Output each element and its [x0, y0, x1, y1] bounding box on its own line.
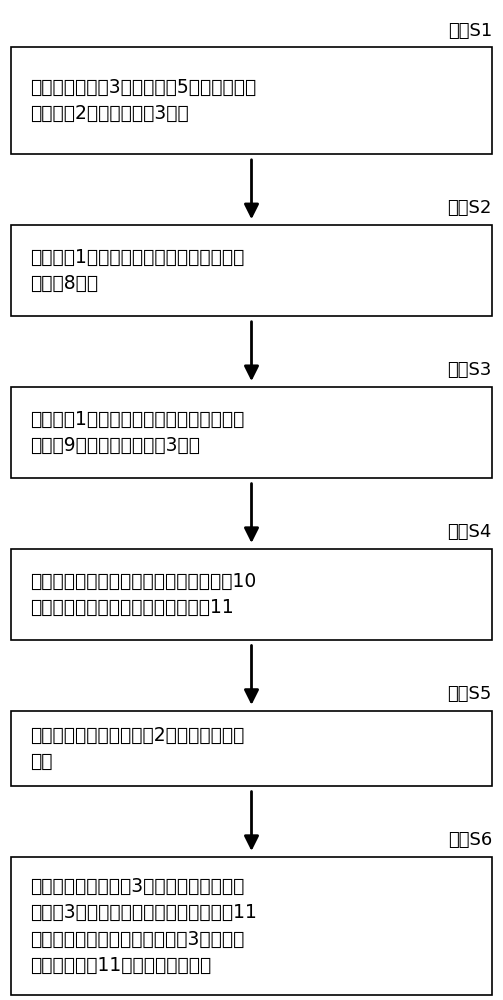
Text: 调节所述可调电容箱3的电容，使所述可调
电容箱3的电容的电压值与所述被测线圈11
的电压值相等，此时所述电容箱3的电容与
所述被测线圈11纵向等效电容相等: 调节所述可调电容箱3的电容，使所述可调 电容箱3的电容的电压值与所述被测线圈11…: [30, 877, 257, 975]
Text: 步骤S5: 步骤S5: [448, 685, 492, 703]
Bar: [11, 225, 492, 316]
Bar: [11, 711, 492, 786]
Bar: [11, 47, 492, 154]
Text: 步骤S6: 步骤S6: [448, 831, 492, 849]
Text: 将可调节电容箱3归零，箱体5接地，脉冲信
号发生器2与可调电容箱3连接: 将可调节电容箱3归零，箱体5接地，脉冲信 号发生器2与可调电容箱3连接: [30, 78, 257, 123]
Bar: [11, 549, 492, 640]
Text: 步骤S2: 步骤S2: [448, 199, 492, 217]
Text: 步骤S4: 步骤S4: [448, 523, 492, 541]
Text: 调节所述脉冲信号发生器2，调节输出一定
波形: 调节所述脉冲信号发生器2，调节输出一定 波形: [30, 725, 244, 771]
Text: 将测量线的一端连接脉冲信号输出接线柱10
，所述测量线的另一端连接被测线圈11: 将测量线的一端连接脉冲信号输出接线柱10 ，所述测量线的另一端连接被测线圈11: [30, 571, 257, 617]
Bar: [11, 387, 492, 478]
Text: 步骤S3: 步骤S3: [448, 361, 492, 379]
Text: 将示波器1的第二通道通过电容箱电压测量
接线柱9与所述可调电容箱3连接: 将示波器1的第二通道通过电容箱电压测量 接线柱9与所述可调电容箱3连接: [30, 410, 244, 455]
Text: 将示波器1的第一通道与脉冲信号波形测量
接线柱8连接: 将示波器1的第一通道与脉冲信号波形测量 接线柱8连接: [30, 248, 244, 293]
Text: 步骤S1: 步骤S1: [448, 22, 492, 40]
Bar: [11, 857, 492, 995]
